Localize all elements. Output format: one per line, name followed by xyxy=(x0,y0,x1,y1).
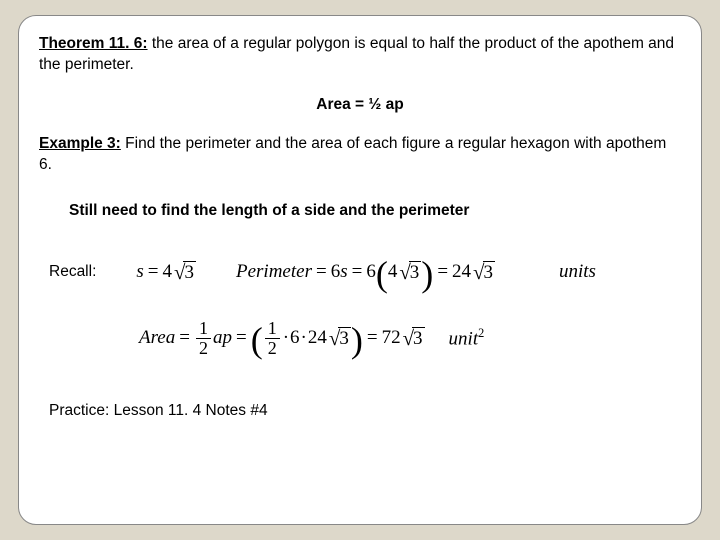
area-equation: Area=12ap=(12·6·243)=723 xyxy=(139,319,425,358)
area-row: Area=12ap=(12·6·243)=723 unit2 xyxy=(39,319,681,358)
slide-card: Theorem 11. 6: the area of a regular pol… xyxy=(18,15,702,525)
recall-s-equation: s=43 xyxy=(136,260,196,285)
area-formula-center: Area = ½ ap xyxy=(39,96,681,114)
recall-perimeter-equation: Perimeter=6s=6(43)=243 xyxy=(236,260,495,285)
practice-line: Practice: Lesson 11. 4 Notes #4 xyxy=(39,402,681,420)
area-unit: unit2 xyxy=(449,326,485,350)
theorem-label: Theorem 11. 6: xyxy=(39,35,148,52)
example-label: Example 3: xyxy=(39,135,121,152)
recall-label: Recall: xyxy=(49,263,96,281)
recall-row: Recall: s=43 Perimeter=6s=6(43)=243 unit… xyxy=(39,260,681,285)
example-statement: Example 3: Find the perimeter and the ar… xyxy=(39,134,681,176)
still-need-line: Still need to find the length of a side … xyxy=(39,202,681,220)
recall-units: units xyxy=(559,261,596,283)
theorem-statement: Theorem 11. 6: the area of a regular pol… xyxy=(39,34,681,76)
example-text: Find the perimeter and the area of each … xyxy=(39,135,666,173)
